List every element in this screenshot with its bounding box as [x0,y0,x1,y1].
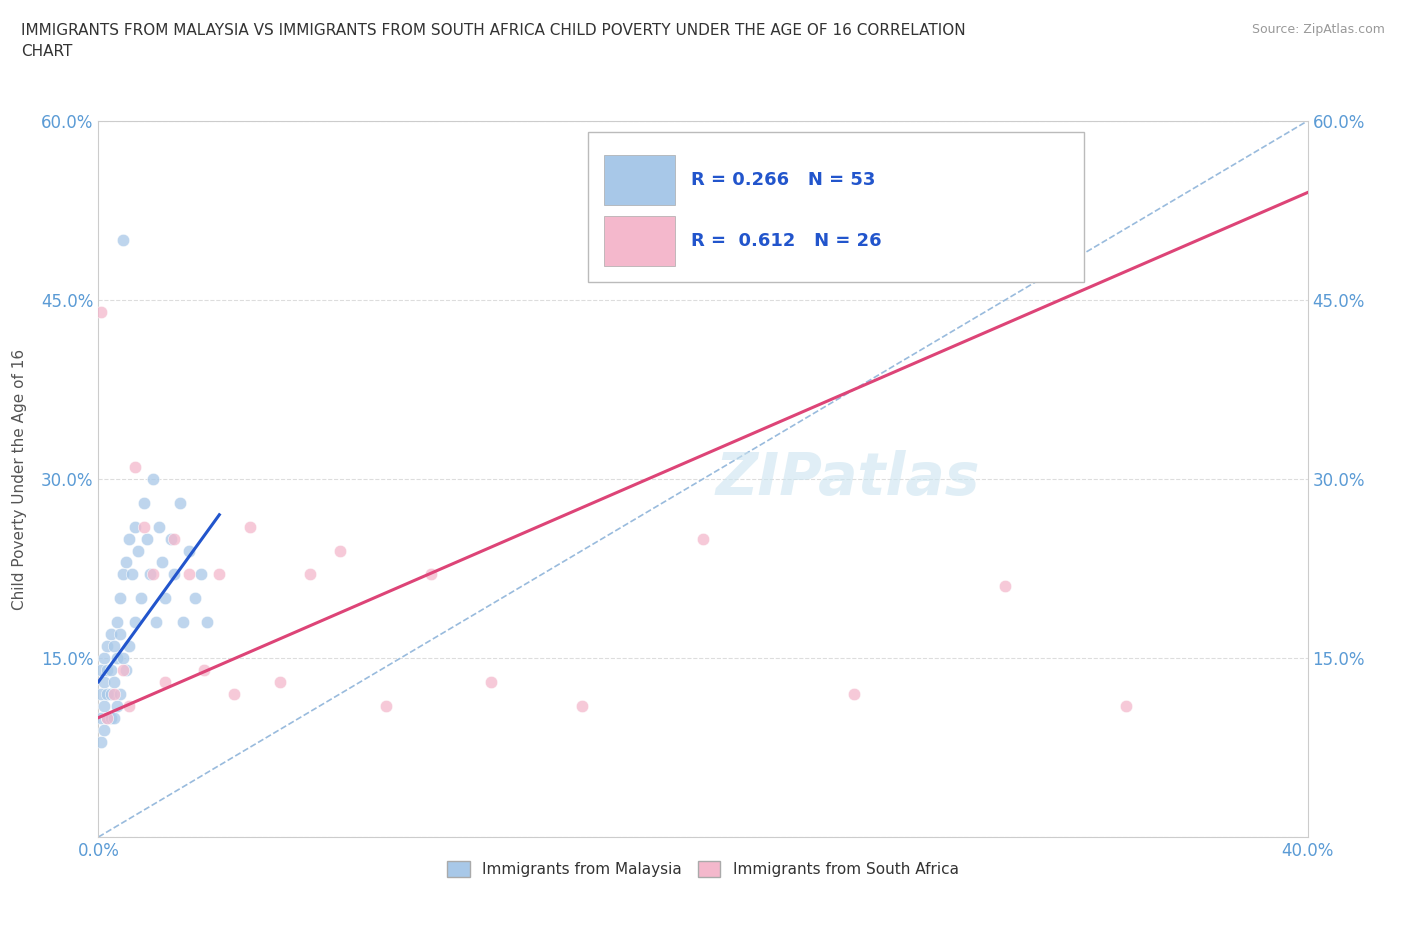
Point [108,686,131,701]
Point [299,567,322,582]
Point [129,591,152,605]
Point [153,674,176,689]
Point [145,615,167,630]
Point [103,674,125,689]
Point [224,686,246,701]
Point [148,519,170,534]
Point [118,698,141,713]
Point [150,555,173,570]
Point [994,578,1017,594]
Point [571,698,593,713]
Point [96,711,118,725]
Point [90,711,112,725]
Text: Source: ZipAtlas.com: Source: ZipAtlas.com [1251,23,1385,36]
Point [108,591,131,605]
Point [208,567,231,582]
Point [108,627,131,642]
Point [121,567,143,582]
Point [118,639,141,654]
Point [160,531,183,546]
Text: R = 0.266   N = 53: R = 0.266 N = 53 [690,171,876,189]
FancyBboxPatch shape [603,216,675,266]
Point [239,519,262,534]
Point [93,674,115,689]
Point [163,531,186,546]
Point [153,591,176,605]
Point [93,722,115,737]
FancyBboxPatch shape [588,132,1084,282]
Point [329,543,352,558]
Point [96,711,118,725]
Point [103,711,125,725]
Point [420,567,443,582]
Text: R =  0.612   N = 26: R = 0.612 N = 26 [690,232,882,250]
Point [93,698,115,713]
Point [142,472,165,486]
Point [374,698,396,713]
Point [100,627,122,642]
Point [172,615,194,630]
Point [96,639,118,654]
Point [105,651,128,666]
Point [93,651,115,666]
Point [142,567,165,582]
Point [127,543,149,558]
Point [1115,698,1137,713]
Legend: Immigrants from Malaysia, Immigrants from South Africa: Immigrants from Malaysia, Immigrants fro… [441,855,965,884]
Point [184,591,207,605]
Point [481,674,503,689]
Point [179,567,201,582]
Point [169,496,191,511]
Point [111,662,134,677]
Point [163,567,186,582]
Point [100,686,122,701]
Point [692,531,714,546]
Point [139,567,162,582]
Point [96,662,118,677]
Point [90,686,112,701]
Point [111,567,134,582]
Point [190,567,212,582]
Point [118,531,141,546]
Point [114,662,136,677]
Point [135,531,157,546]
FancyBboxPatch shape [603,155,675,205]
Point [100,711,122,725]
Text: IMMIGRANTS FROM MALAYSIA VS IMMIGRANTS FROM SOUTH AFRICA CHILD POVERTY UNDER THE: IMMIGRANTS FROM MALAYSIA VS IMMIGRANTS F… [21,23,966,60]
Point [111,232,134,247]
Point [114,555,136,570]
Y-axis label: Child Poverty Under the Age of 16: Child Poverty Under the Age of 16 [13,349,27,609]
Point [103,639,125,654]
Point [105,698,128,713]
Point [90,734,112,749]
Point [90,304,112,319]
Point [124,519,146,534]
Point [90,662,112,677]
Point [132,519,155,534]
Point [111,651,134,666]
Point [193,662,215,677]
Text: ZIPatlas: ZIPatlas [716,450,980,508]
Point [124,459,146,474]
Point [124,615,146,630]
Point [103,686,125,701]
Point [179,543,201,558]
Point [195,615,218,630]
Point [100,662,122,677]
Point [105,615,128,630]
Point [844,686,866,701]
Point [96,686,118,701]
Point [132,496,155,511]
Point [269,674,291,689]
